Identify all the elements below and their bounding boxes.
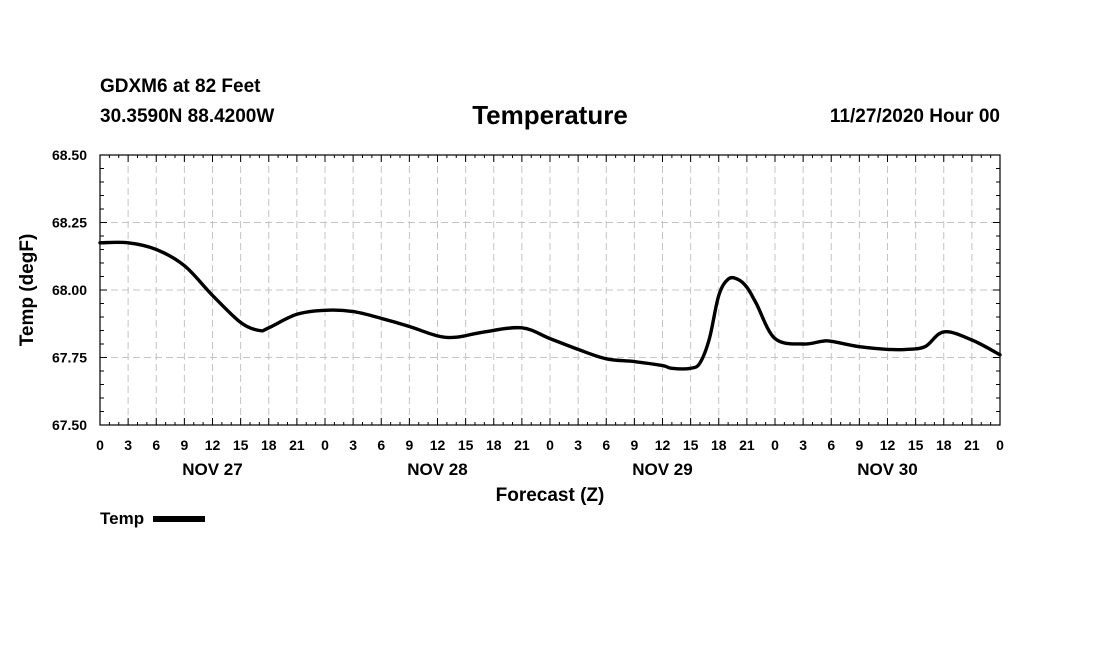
plot-frame bbox=[99, 154, 1001, 426]
chart-title: Temperature bbox=[472, 100, 628, 130]
y-tick-label: 67.75 bbox=[52, 350, 87, 366]
x-tick-label: 6 bbox=[827, 437, 835, 453]
x-tick-label: 12 bbox=[880, 437, 896, 453]
x-tick-label: 15 bbox=[458, 437, 474, 453]
grid bbox=[100, 155, 1000, 425]
x-tick-label: 3 bbox=[574, 437, 582, 453]
legend: Temp bbox=[100, 509, 206, 529]
x-tick-label: 0 bbox=[321, 437, 329, 453]
x-tick-label: 21 bbox=[514, 437, 530, 453]
x-tick-label: 21 bbox=[739, 437, 755, 453]
x-tick-labels: 0 3 6 9 12 15 18 21 0 3 6 9 12 15 18 21 0 3 6 9 12 15 18 21 0 3 6 9… bbox=[96, 437, 1004, 453]
x-tick-label: 15 bbox=[908, 437, 924, 453]
x-tick-label: 6 bbox=[602, 437, 610, 453]
station-label: GDXM6 at 82 Feet bbox=[100, 76, 261, 97]
y-tick-labels: 67.50 67.75 68.00 68.25 68.50 bbox=[52, 147, 87, 433]
x-tick-label: 9 bbox=[855, 437, 863, 453]
y-axis-title: Temp (degF) bbox=[17, 234, 38, 347]
x-tick-label: 21 bbox=[964, 437, 980, 453]
x-tick-label: 3 bbox=[349, 437, 357, 453]
x-tick-label: 3 bbox=[799, 437, 807, 453]
x-tick-label: 6 bbox=[152, 437, 160, 453]
x-tick-label: 15 bbox=[233, 437, 249, 453]
x-axis-title: Forecast (Z) bbox=[496, 485, 605, 506]
day-label: NOV 29 bbox=[632, 460, 692, 479]
y-tick-label: 67.50 bbox=[52, 417, 87, 433]
x-tick-label: 0 bbox=[96, 437, 104, 453]
coordinates-label: 30.3590N 88.4200W bbox=[100, 106, 275, 127]
x-tick-label: 12 bbox=[205, 437, 221, 453]
day-labels: NOV 27 NOV 28 NOV 29 NOV 30 bbox=[182, 460, 917, 479]
y-tick-label: 68.50 bbox=[52, 147, 87, 163]
y-tick-label: 68.00 bbox=[52, 282, 87, 298]
x-tick-label: 18 bbox=[486, 437, 502, 453]
x-tick-label: 12 bbox=[655, 437, 671, 453]
x-tick-label: 0 bbox=[546, 437, 554, 453]
x-tick-label: 9 bbox=[180, 437, 188, 453]
x-tick-label: 18 bbox=[711, 437, 727, 453]
x-tick-label: 6 bbox=[377, 437, 385, 453]
x-tick-label: 0 bbox=[996, 437, 1004, 453]
x-tick-label: 3 bbox=[124, 437, 132, 453]
x-tick-label: 9 bbox=[630, 437, 638, 453]
day-label: NOV 28 bbox=[407, 460, 467, 479]
x-tick-label: 18 bbox=[936, 437, 952, 453]
day-label: NOV 27 bbox=[182, 460, 242, 479]
legend-line-swatch bbox=[153, 516, 206, 522]
y-tick-label: 68.25 bbox=[52, 215, 87, 231]
x-tick-label: 0 bbox=[771, 437, 779, 453]
x-tick-label: 9 bbox=[405, 437, 413, 453]
x-tick-label: 18 bbox=[261, 437, 277, 453]
temp-series-line bbox=[98, 240, 1002, 371]
forecast-datetime: 11/27/2020 Hour 00 bbox=[829, 106, 1000, 127]
legend-label: Temp bbox=[100, 509, 145, 528]
x-tick-label: 21 bbox=[289, 437, 305, 453]
x-tick-label: 15 bbox=[683, 437, 699, 453]
day-label: NOV 30 bbox=[857, 460, 917, 479]
x-tick-label: 12 bbox=[430, 437, 446, 453]
